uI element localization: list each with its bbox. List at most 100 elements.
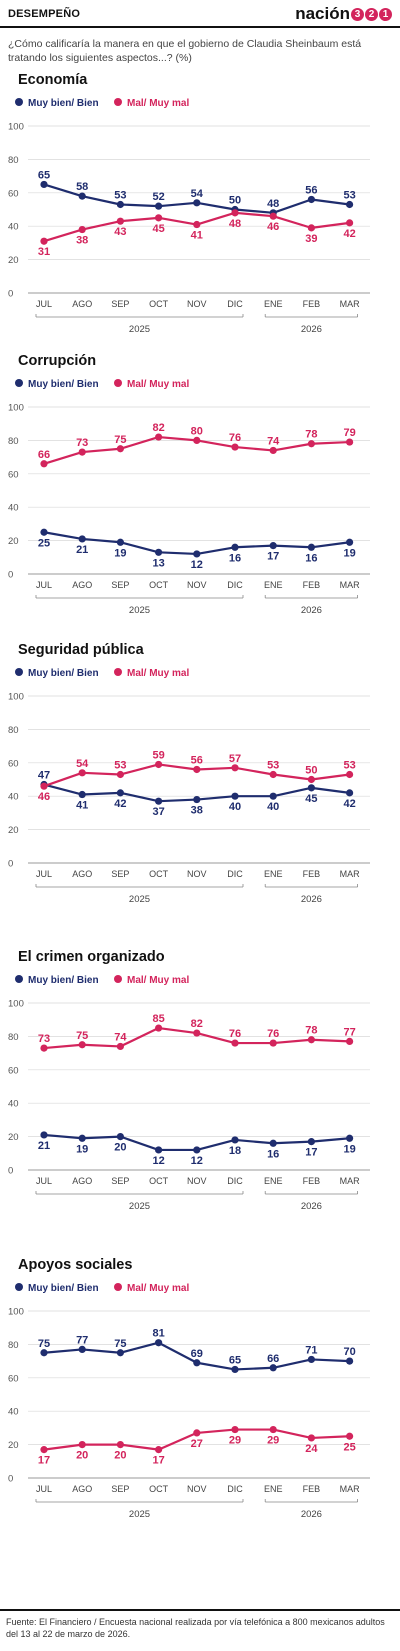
data-label: 47 <box>38 770 50 782</box>
chart-corrupcion: Corrupción Muy bien/ Bien Mal/ Muy mal 0 20 4… <box>8 353 370 616</box>
legend-marker <box>15 379 23 387</box>
year-label: 2026 <box>301 894 322 905</box>
legend-marker <box>114 379 122 387</box>
data-point <box>269 1425 277 1434</box>
data-point <box>231 764 239 772</box>
data-point <box>116 1133 124 1141</box>
chart-title: Seguridad pública <box>18 642 145 658</box>
legend-item-positive: Muy bien/ Bien <box>15 668 99 679</box>
y-tick-label: 100 <box>8 1307 24 1318</box>
y-tick-label: 80 <box>8 725 19 736</box>
legend-item-negative: Mal/ Muy mal <box>114 379 189 390</box>
legend-item-negative: Mal/ Muy mal <box>114 975 189 986</box>
y-tick-label: 80 <box>8 1340 19 1351</box>
data-label: 53 <box>114 759 126 771</box>
year-bracket <box>264 314 359 318</box>
data-label: 39 <box>305 233 317 245</box>
data-label: 76 <box>229 1028 241 1040</box>
y-tick-label: 80 <box>8 436 19 447</box>
data-label: 38 <box>76 235 88 247</box>
data-label: 17 <box>267 551 279 563</box>
data-label: 75 <box>114 1338 126 1350</box>
data-point <box>269 770 277 779</box>
source-note: Fuente: El Financiero / Encuesta naciona… <box>6 1617 385 1639</box>
data-label: 50 <box>229 195 241 207</box>
data-label: 46 <box>38 791 50 803</box>
data-label: 45 <box>152 223 164 235</box>
chart-title: Apoyos sociales <box>18 1257 132 1273</box>
data-point <box>307 784 315 792</box>
data-point <box>155 433 163 441</box>
data-point <box>193 550 201 558</box>
x-tick-label: AGO <box>72 1176 92 1186</box>
data-point <box>116 538 124 546</box>
y-tick-label: 100 <box>8 122 24 133</box>
data-point <box>40 1446 48 1454</box>
x-tick-label: MAR <box>340 580 361 590</box>
data-point <box>78 535 86 543</box>
logo-digit-2: 2 <box>365 7 378 21</box>
data-label: 21 <box>38 1140 50 1152</box>
x-tick-label: DIC <box>227 869 243 879</box>
legend-marker <box>114 1283 122 1291</box>
legend-marker <box>114 975 122 983</box>
data-label: 19 <box>114 547 126 559</box>
data-label: 82 <box>152 422 164 434</box>
chart-title: El crimen organizado <box>18 949 165 965</box>
data-point <box>231 1136 239 1144</box>
chart-apoyos-sociales: Apoyos sociales Muy bien/ Bien Mal/ Muy ma… <box>8 1257 370 1520</box>
data-label: 12 <box>191 1155 203 1167</box>
data-label: 42 <box>343 798 355 810</box>
data-point <box>40 528 48 536</box>
data-label: 43 <box>114 226 126 238</box>
data-label: 38 <box>191 805 203 817</box>
y-tick-label: 20 <box>8 825 19 836</box>
y-tick-label: 0 <box>8 1474 13 1485</box>
chart-title: Economía <box>18 72 88 88</box>
x-tick-label: AGO <box>72 869 92 879</box>
data-label: 76 <box>267 1028 279 1040</box>
data-label: 77 <box>343 1026 355 1038</box>
data-label: 20 <box>114 1142 126 1154</box>
x-tick-label: FEB <box>303 869 321 879</box>
data-label: 42 <box>114 798 126 810</box>
year-bracket <box>264 884 359 888</box>
data-label: 12 <box>152 1155 164 1167</box>
year-bracket <box>35 884 244 888</box>
data-point <box>231 209 239 217</box>
y-tick-label: 0 <box>8 859 13 870</box>
data-label: 77 <box>76 1334 88 1346</box>
data-label: 82 <box>191 1018 203 1030</box>
data-label: 56 <box>305 184 317 196</box>
y-tick-label: 60 <box>8 1065 19 1076</box>
data-point <box>155 760 163 769</box>
data-point <box>193 1429 201 1437</box>
legend-marker <box>15 98 23 106</box>
legend-marker <box>15 975 23 983</box>
data-point <box>78 192 86 200</box>
legend-label: Muy bien/ Bien <box>28 98 99 109</box>
data-label: 57 <box>229 753 241 765</box>
data-point <box>116 200 124 209</box>
data-point <box>78 1345 86 1354</box>
data-point <box>269 1039 277 1047</box>
data-label: 20 <box>114 1450 126 1462</box>
legend-marker <box>114 668 122 676</box>
data-point <box>307 1355 315 1364</box>
data-point <box>116 770 124 779</box>
data-label: 74 <box>267 435 280 447</box>
data-label: 17 <box>152 1455 164 1467</box>
x-tick-label: ENE <box>264 869 283 879</box>
y-tick-label: 40 <box>8 792 19 803</box>
data-label: 16 <box>229 552 241 564</box>
data-point <box>269 792 277 800</box>
year-bracket <box>35 1499 244 1503</box>
data-label: 59 <box>152 749 164 761</box>
legend-label: Muy bien/ Bien <box>28 668 99 679</box>
data-label: 54 <box>191 188 204 200</box>
data-point <box>40 782 48 790</box>
x-tick-label: DIC <box>227 1484 243 1494</box>
x-tick-label: SEP <box>111 299 129 309</box>
year-label: 2026 <box>301 324 322 335</box>
x-tick-label: DIC <box>227 1176 243 1186</box>
